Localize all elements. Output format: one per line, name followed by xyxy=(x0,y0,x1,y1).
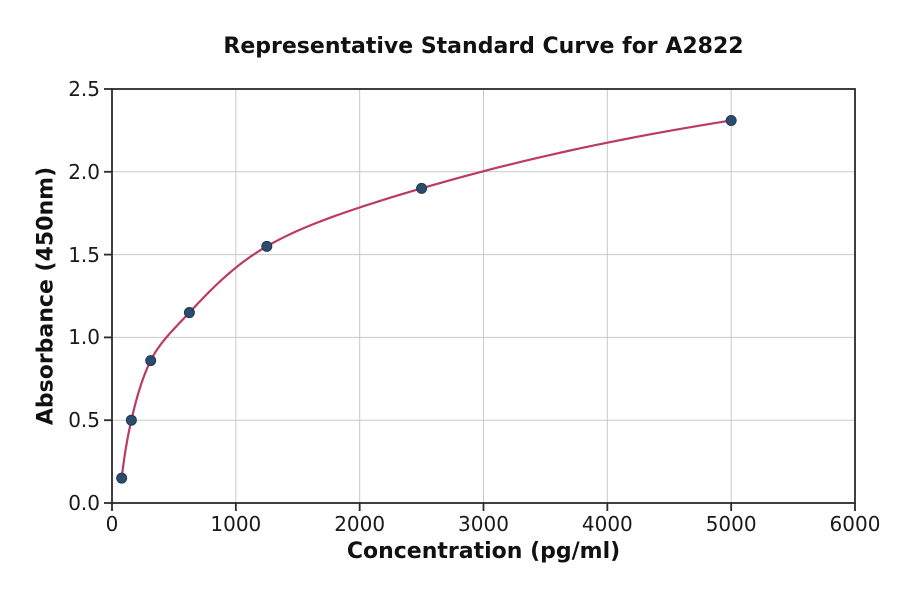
x-tick-label: 3000 xyxy=(458,512,509,536)
data-point xyxy=(725,114,737,126)
data-point xyxy=(116,472,128,484)
x-tick-label: 6000 xyxy=(829,512,881,536)
y-tick-label: 0.0 xyxy=(68,491,100,515)
chart-title: Representative Standard Curve for A2822 xyxy=(223,34,744,59)
fit-curve xyxy=(120,119,733,480)
data-point xyxy=(416,182,428,194)
y-tick-label: 0.5 xyxy=(68,408,100,433)
data-point xyxy=(145,355,157,367)
y-tick-label: 2.5 xyxy=(68,77,100,101)
y-tick-label: 1.0 xyxy=(68,325,100,350)
x-tick-label: 1000 xyxy=(210,512,262,536)
data-point xyxy=(261,240,273,252)
x-tick-label: 4000 xyxy=(581,512,633,536)
x-tick-label: 2000 xyxy=(334,512,386,536)
y-tick-label: 1.5 xyxy=(68,242,100,267)
y-tick-label: 2.0 xyxy=(68,159,100,184)
x-tick-label: 0 xyxy=(105,512,119,536)
data-point xyxy=(125,414,137,426)
x-axis-label: Concentration (pg/ml) xyxy=(346,539,621,564)
data-point xyxy=(183,307,195,319)
x-tick-label: 5000 xyxy=(705,512,757,536)
